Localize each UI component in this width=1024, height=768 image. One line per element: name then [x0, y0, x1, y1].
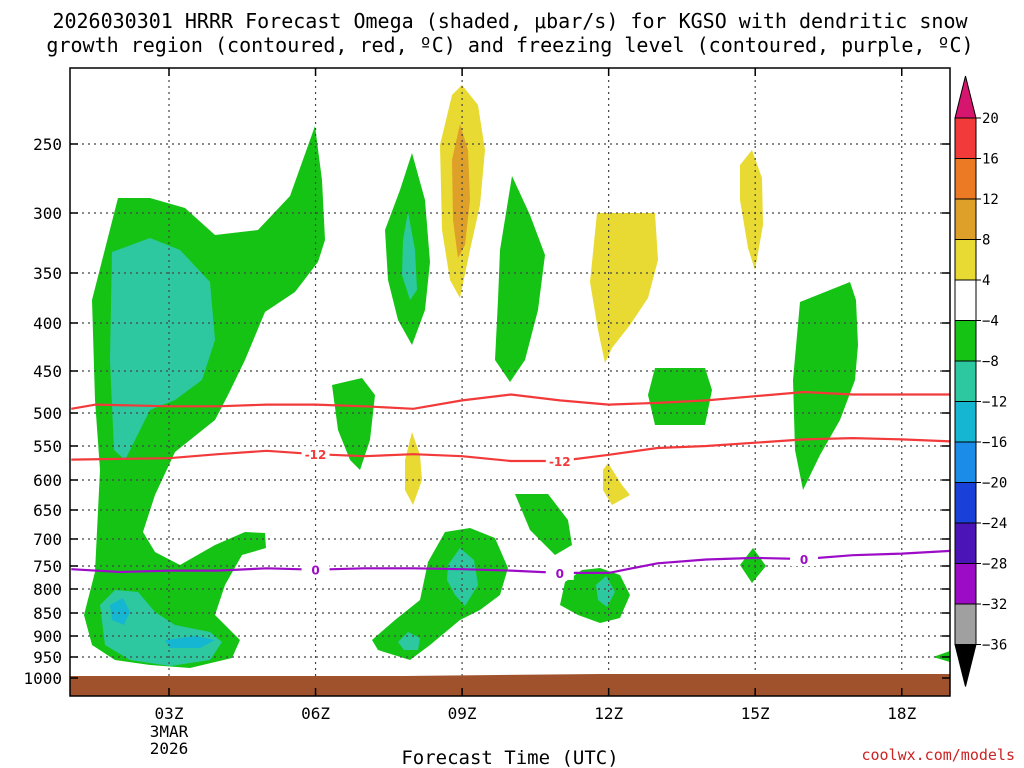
colorbar-bin-7 [954, 360, 977, 402]
colorbar-label-9: −20 [982, 476, 1007, 492]
colorbar-bin-9 [954, 441, 977, 483]
colorbar-bin-3 [954, 198, 977, 240]
colorbar-label-3: 8 [982, 233, 990, 249]
y-tick-label-250: 250 [33, 135, 62, 154]
y-tick-label-600: 600 [33, 471, 62, 490]
x-tick-label-06Z: 06Z [301, 704, 330, 723]
x-tick-sublabel-1: 2026 [150, 739, 189, 758]
omega-region-orange-09z [452, 124, 470, 258]
y-tick-label-1000: 1000 [23, 669, 62, 688]
colorbar-bin-14 [954, 644, 977, 687]
y-tick-label-850: 850 [33, 604, 62, 623]
x-axis-title: Forecast Time (UTC) [401, 747, 618, 768]
x-tick-label-18Z: 18Z [887, 704, 916, 723]
omega-region-yellow-08z-mid [405, 432, 422, 505]
chart-title-line2: growth region (contoured, red, ºC) and f… [46, 33, 973, 57]
y-axis: 250 300 350 400 450 500 550 600 650 700 750 800 850 9… [23, 135, 950, 688]
y-tick-label-900: 900 [33, 627, 62, 646]
contour-label-bg [545, 564, 574, 580]
contour-label-freezing-level-1: 0 [556, 567, 564, 581]
y-tick-label-700: 700 [33, 530, 62, 549]
colorbar-label-4: 4 [982, 273, 990, 289]
contour-label-bg [545, 452, 574, 468]
omega-region-green-07z [332, 378, 375, 470]
chart-title-line1: 2026030301 HRRR Forecast Omega (shaded, … [52, 9, 968, 33]
contour-dendritic-bottom [71, 436, 951, 463]
omega-region-teal-08z-low [398, 632, 420, 650]
omega-region-green-15z [740, 548, 766, 583]
y-tick-label-950: 950 [33, 648, 62, 667]
contour-label-dendritic-bottom-0: -12 [305, 448, 327, 462]
contour-dendritic-top [71, 390, 951, 410]
colorbar-bin-12 [954, 563, 977, 605]
y-tick-label-750: 750 [33, 557, 62, 576]
y-tick-label-500: 500 [33, 404, 62, 423]
colorbar-bin-4 [954, 239, 977, 281]
omega-region-yellow-12z-mid [603, 463, 630, 505]
colorbar-bin-10 [954, 482, 977, 524]
omega-region-green-17z [793, 282, 858, 490]
colorbar-bin-6 [954, 320, 977, 362]
y-tick-label-300: 300 [33, 204, 62, 223]
colorbar-label-12: −32 [982, 597, 1007, 613]
contour-label-bg [790, 550, 819, 566]
x-tick-label-12Z: 12Z [594, 704, 623, 723]
contour-label-freezing-level-2: 0 [800, 553, 808, 567]
credit-text: coolwx.com/models [861, 746, 1015, 764]
colorbar-label-5: −4 [982, 314, 999, 330]
colorbar-label-1: 16 [982, 152, 999, 168]
omega-region-teal-09z-low [447, 548, 478, 606]
y-tick-label-800: 800 [33, 580, 62, 599]
omega-region-teal-08z [402, 212, 417, 300]
colorbar-label-6: −8 [982, 354, 999, 370]
colorbar: 20 16 12 8 4 −4 −8 −12 −16 −20 −24 −28 −32 −36 [954, 75, 1007, 687]
omega-region-cyan-core2 [165, 636, 215, 648]
contour-label-freezing-level-0: 0 [311, 564, 319, 578]
omega-region-green-12z-low [560, 568, 630, 623]
colorbar-bin-11 [954, 522, 977, 564]
x-tick-label-15Z: 15Z [741, 704, 770, 723]
ground-terrain-top [70, 674, 950, 680]
colorbar-label-13: −36 [982, 638, 1007, 654]
colorbar-label-0: 20 [982, 111, 999, 127]
contour-label-bg [301, 446, 330, 462]
contours: -12 -12 0 0 0 [71, 390, 951, 581]
colorbar-label-10: −24 [982, 516, 1007, 532]
y-tick-label-450: 450 [33, 362, 62, 381]
colorbar-label-7: −12 [982, 395, 1007, 411]
colorbar-label-11: −28 [982, 557, 1007, 573]
omega-region-yellow-12z [590, 213, 658, 363]
omega-region-teal-12z-low [596, 576, 615, 607]
y-tick-label-400: 400 [33, 314, 62, 333]
y-tick-label-350: 350 [33, 264, 62, 283]
colorbar-bin-1 [954, 117, 977, 159]
omega-region-green-11z [515, 494, 572, 555]
colorbar-bin-13 [954, 603, 977, 645]
y-tick-label-550: 550 [33, 437, 62, 456]
omega-region-green-13z [648, 368, 712, 425]
x-tick-sublabel-0: 3MAR [150, 722, 189, 741]
contour-label-dendritic-bottom-1: -12 [549, 455, 571, 469]
contour-label-bg [301, 561, 330, 577]
colorbar-bin-5 [954, 279, 977, 321]
colorbar-bin-8 [954, 401, 977, 443]
x-tick-label-03Z: 03Z [155, 704, 184, 723]
colorbar-label-8: −16 [982, 435, 1007, 451]
ground-terrain [70, 676, 950, 696]
x-tick-label-09Z: 09Z [448, 704, 477, 723]
colorbar-bin-0 [954, 75, 977, 119]
omega-region-yellow-15z [740, 150, 763, 270]
gridlines [70, 68, 950, 696]
omega-region-cyan-core1 [110, 598, 130, 625]
plot-frame [69, 67, 951, 697]
colorbar-label-2: 12 [982, 192, 999, 208]
omega-region-green-10z [495, 176, 545, 382]
y-tick-label-650: 650 [33, 501, 62, 520]
colorbar-bin-2 [954, 158, 977, 200]
